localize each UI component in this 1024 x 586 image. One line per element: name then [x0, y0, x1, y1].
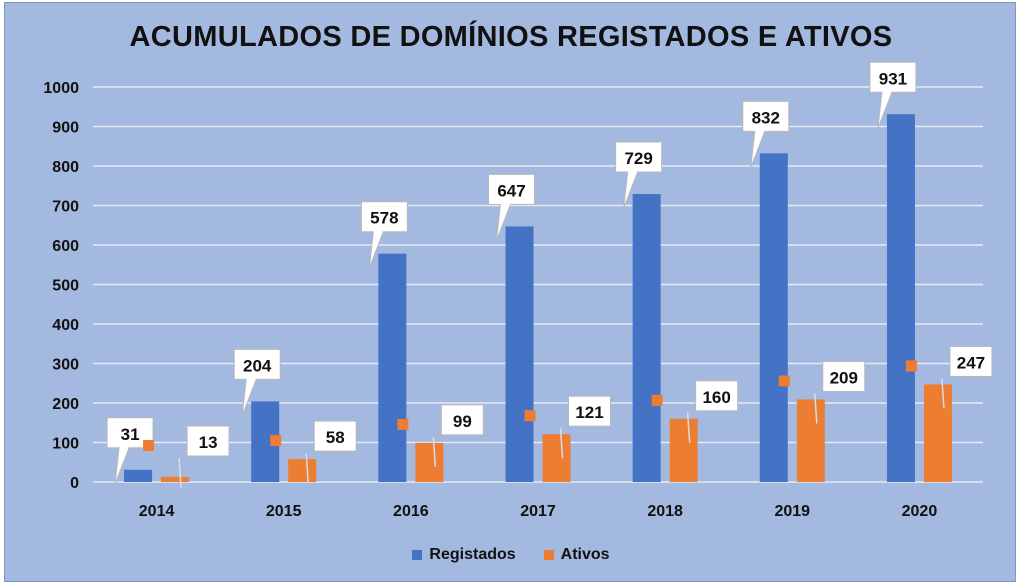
data-label-ativos: 209 [830, 368, 858, 387]
data-label-ativos-box [186, 425, 230, 457]
x-tick-label: 2018 [647, 503, 683, 520]
bar-ativos [288, 459, 317, 482]
y-tick-label: 400 [52, 317, 79, 334]
chart-frame: ACUMULADOS DE DOMÍNIOS REGISTADOS E ATIV… [4, 2, 1016, 582]
bar-registados [505, 226, 534, 482]
data-label-ativos: 58 [326, 428, 345, 447]
data-label-ativos: 160 [702, 388, 730, 407]
marker-ativos [905, 360, 917, 372]
data-label-registados-text: 647 [497, 181, 525, 200]
data-label-registados-box [488, 173, 535, 241]
x-tick-label: 2015 [266, 503, 302, 520]
data-label-registados-text: 204 [243, 356, 272, 375]
data-label-ativos-box [949, 345, 993, 377]
leader-line-ativos [432, 436, 437, 467]
data-label-registados: 931 [869, 61, 917, 129]
leader-line-ativos [305, 453, 309, 484]
bar-ativos [542, 434, 571, 482]
bar-ativos [796, 399, 825, 482]
legend-item-ativos: Ativos [543, 546, 610, 564]
leader-line-ativos [559, 428, 564, 459]
data-label-registados: 578 [360, 201, 408, 268]
bar-ativos [669, 418, 698, 482]
bar-registados [632, 194, 661, 483]
data-label-ativos: 99 [453, 412, 472, 431]
x-tick-label: 2014 [139, 503, 175, 520]
x-tick-label: 2020 [902, 503, 938, 520]
bar-registados [378, 253, 407, 482]
bar-ativos [161, 476, 190, 482]
bar-ativos [923, 384, 952, 482]
data-label-ativos-box [313, 420, 357, 452]
data-label-registados-box [233, 348, 281, 416]
data-label-registados: 204 [233, 348, 281, 416]
legend-swatch-registados [412, 550, 423, 560]
data-label-registados-text: 578 [370, 209, 398, 228]
data-label-ativos-box [440, 404, 484, 436]
data-label-registados-box [742, 100, 790, 168]
data-label-registados-box [615, 141, 663, 209]
data-label-registados-box [106, 417, 154, 484]
bar-registados [124, 469, 153, 482]
legend-label-registados: Registados [429, 546, 516, 563]
data-label-registados-text: 832 [752, 108, 780, 127]
y-tick-label: 500 [52, 278, 79, 295]
data-label-ativos: 121 [575, 403, 603, 422]
y-tick-label: 100 [52, 436, 79, 453]
data-label-ativos-box [822, 360, 866, 392]
data-label-ativos: 247 [957, 353, 985, 372]
legend-swatch-ativos [543, 550, 554, 560]
data-label-registados: 647 [488, 173, 535, 241]
legend-item-registados: Registados [412, 546, 516, 564]
y-tick-label: 700 [52, 199, 79, 216]
x-tick-label: 2019 [774, 503, 810, 520]
marker-ativos [651, 394, 663, 406]
data-label-registados: 832 [742, 100, 790, 168]
chart-plot: 0 100 200 300 400 500 600 700 800 900 1000 2014 31 13… [43, 61, 993, 520]
data-label-registados-box [360, 201, 408, 268]
data-label-ativos-box [568, 395, 611, 427]
y-tick-label: 1000 [43, 80, 79, 97]
data-label-ativos: 13 [199, 433, 218, 452]
leader-line-ativos [941, 378, 945, 409]
legend: Registados Ativos [5, 546, 1017, 564]
marker-ativos [270, 435, 282, 447]
y-tick-label: 300 [52, 357, 79, 374]
data-label-registados-text: 931 [879, 69, 907, 88]
leader-line-ativos [178, 457, 182, 489]
y-tick-label: 200 [52, 396, 79, 413]
bar-registados [886, 114, 915, 482]
y-tick-label: 800 [52, 159, 79, 176]
bar-ativos [415, 442, 444, 482]
data-label-registados: 729 [615, 141, 663, 209]
leader-line-ativos [686, 412, 691, 443]
data-label-ativos-box [695, 380, 739, 412]
y-tick-label: 900 [52, 120, 79, 137]
marker-ativos [778, 375, 790, 387]
chart-title: ACUMULADOS DE DOMÍNIOS REGISTADOS E ATIV… [129, 21, 893, 53]
x-tick-label: 2016 [393, 503, 429, 520]
data-label-registados: 31 [106, 417, 154, 484]
data-label-registados-text: 729 [624, 149, 652, 168]
marker-ativos [143, 440, 155, 451]
bar-registados [759, 153, 788, 483]
data-label-registados-box [869, 61, 917, 129]
y-tick-label: 600 [52, 238, 79, 255]
marker-ativos [524, 410, 536, 422]
data-label-registados-text: 31 [121, 425, 140, 444]
y-tick-label: 0 [70, 475, 79, 492]
leader-line-ativos [814, 393, 818, 424]
marker-ativos [397, 418, 409, 430]
x-tick-label: 2017 [520, 503, 556, 520]
legend-label-ativos: Ativos [560, 546, 610, 563]
